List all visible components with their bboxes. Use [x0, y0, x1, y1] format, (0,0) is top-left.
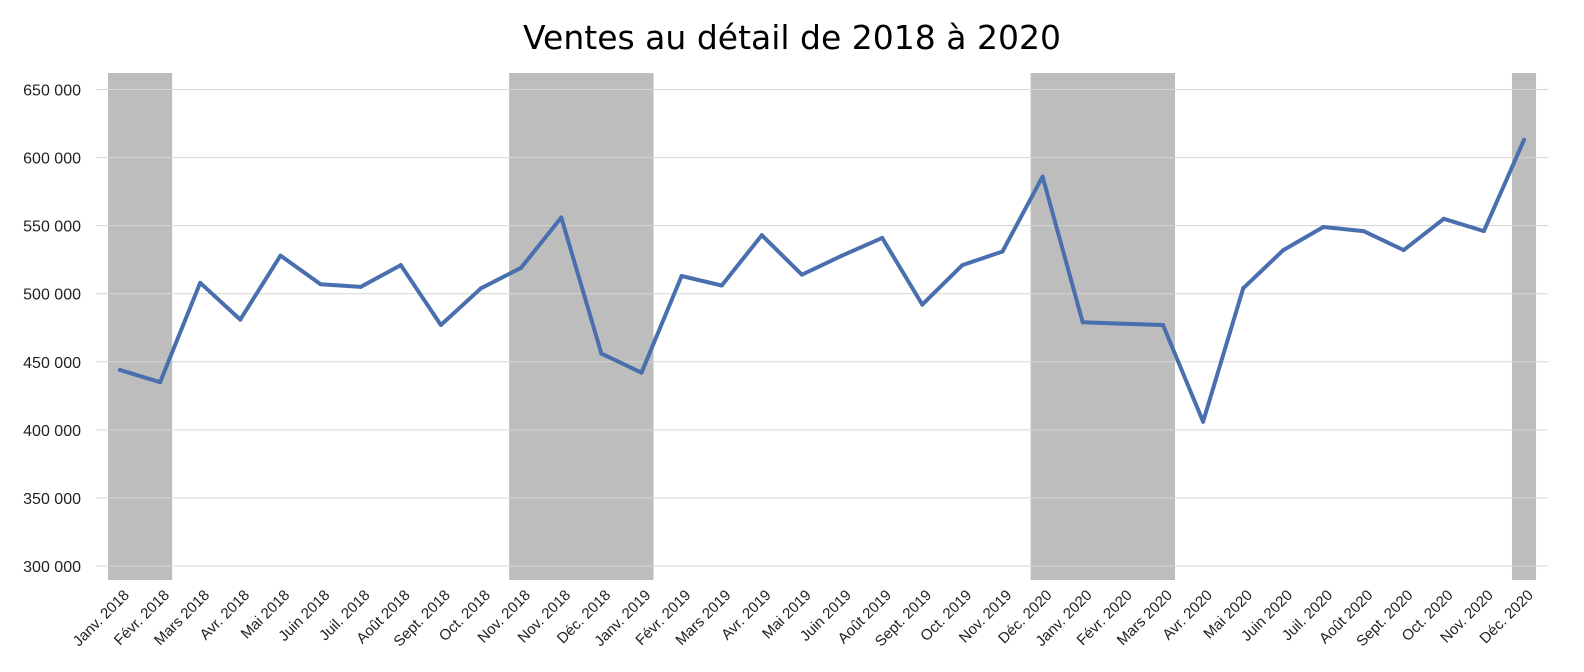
- data-point-29: [1241, 286, 1246, 291]
- data-point-17: [759, 233, 764, 238]
- data-point-10: [479, 286, 484, 291]
- data-point-2: [158, 380, 163, 385]
- data-point-13: [599, 351, 604, 356]
- y-tick-label-350000: 350 000: [23, 491, 81, 508]
- y-tick-label-400000: 400 000: [23, 423, 81, 440]
- data-point-32: [1361, 229, 1366, 234]
- shaded-band-1: [107, 73, 173, 580]
- data-point-3: [198, 280, 203, 285]
- data-point-12: [559, 215, 564, 220]
- data-point-6: [318, 282, 323, 287]
- data-point-4: [238, 317, 243, 322]
- y-gridlines: [96, 89, 1548, 567]
- data-point-35: [1481, 229, 1486, 234]
- data-point-27: [1160, 323, 1165, 328]
- data-point-30: [1281, 248, 1286, 253]
- data-point-5: [278, 253, 283, 258]
- data-point-22: [960, 263, 965, 268]
- data-point-26: [1120, 321, 1125, 326]
- shaded-band-4: [1511, 73, 1537, 580]
- y-tick-label-450000: 450 000: [23, 355, 81, 372]
- data-point-14: [639, 370, 644, 375]
- data-point-11: [519, 265, 524, 270]
- data-point-31: [1321, 225, 1326, 230]
- data-point-16: [719, 283, 724, 288]
- data-point-21: [920, 302, 925, 307]
- data-point-36: [1522, 137, 1526, 142]
- data-point-8: [398, 263, 403, 268]
- series-layer: [118, 137, 1526, 424]
- shaded-band-2: [509, 73, 654, 580]
- data-point-28: [1201, 419, 1206, 424]
- data-point-34: [1441, 216, 1446, 221]
- chart-title: Ventes au détail de 2018 à 2020: [523, 18, 1061, 57]
- data-point-33: [1401, 248, 1406, 253]
- y-tick-label-600000: 600 000: [23, 151, 81, 168]
- data-point-18: [799, 272, 804, 277]
- y-tick-label-650000: 650 000: [23, 83, 81, 100]
- y-axis-tick-labels: 300 000 350 000 400 000 450 000 500 000 550 0…: [23, 83, 81, 577]
- data-point-23: [1000, 249, 1005, 254]
- data-point-9: [438, 323, 443, 328]
- y-tick-label-550000: 550 000: [23, 219, 81, 236]
- data-point-7: [358, 284, 363, 289]
- sales-series-line: [118, 137, 1526, 424]
- y-tick-label-300000: 300 000: [23, 559, 81, 576]
- shaded-periods: [107, 73, 1537, 580]
- data-point-25: [1080, 320, 1085, 325]
- data-point-24: [1040, 174, 1045, 179]
- data-point-20: [880, 235, 885, 240]
- data-point-15: [679, 274, 684, 279]
- y-tick-label-500000: 500 000: [23, 287, 81, 304]
- data-point-19: [840, 253, 845, 258]
- data-point-1: [118, 367, 122, 372]
